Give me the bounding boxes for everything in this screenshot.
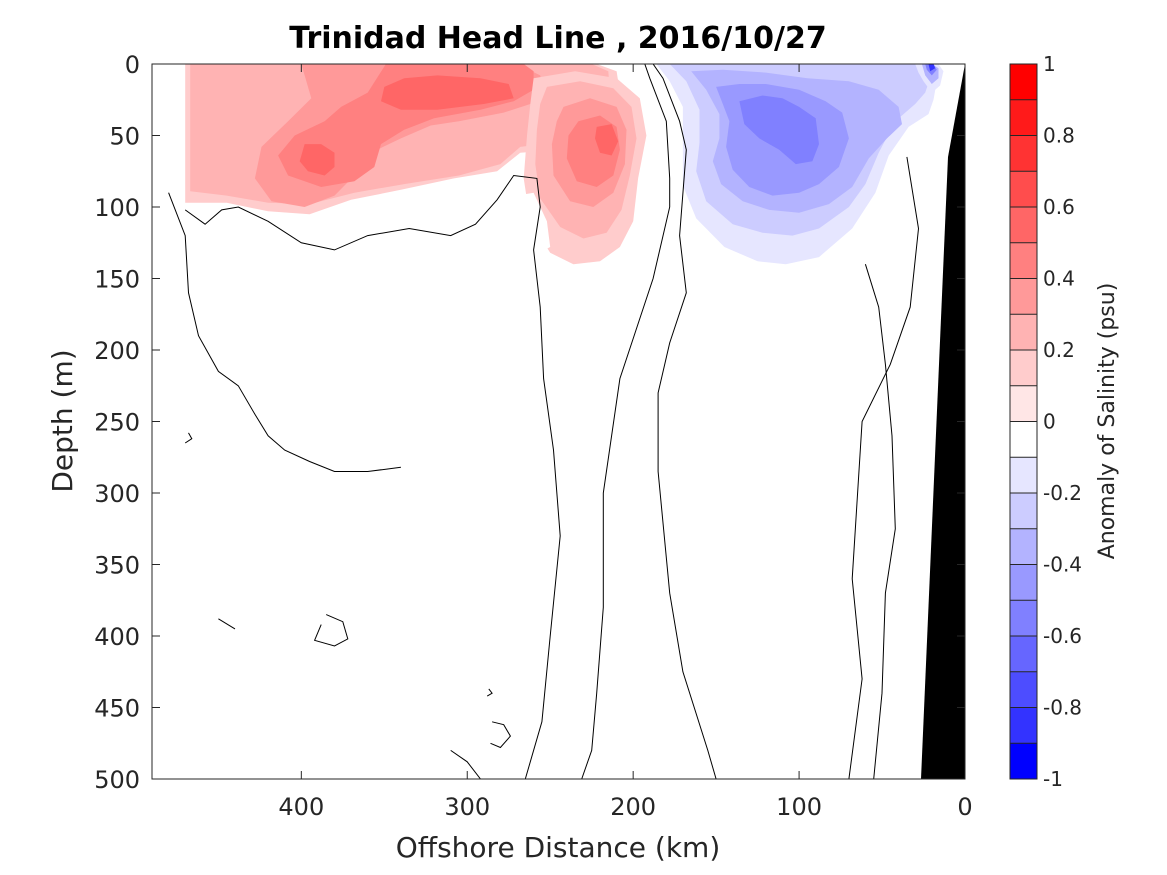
y-tick-label: 500 xyxy=(94,766,140,794)
contour-region xyxy=(201,244,265,305)
zero-contour-line xyxy=(864,264,896,779)
colorbar-swatch xyxy=(1010,600,1037,637)
contour-region xyxy=(381,75,514,110)
zero-contour-line xyxy=(450,749,481,779)
zero-contour-line xyxy=(184,432,193,444)
contour-region xyxy=(299,144,335,176)
colorbar-tick-label: -0.8 xyxy=(1043,696,1082,720)
zero-contour-line xyxy=(184,174,561,779)
x-tick-label: 200 xyxy=(610,793,656,821)
plot-area: 400 300 200 100 0 0 50 100 150 200 250 300 350 400 45… xyxy=(94,51,972,821)
colorbar-swatch xyxy=(1010,671,1037,708)
zero-contour-line xyxy=(581,64,671,779)
zero-contour-line xyxy=(848,156,920,779)
x-tick-label: 400 xyxy=(278,793,324,821)
y-tick-label: 0 xyxy=(125,51,140,79)
chart-title: Trinidad Head Line , 2016/10/27 xyxy=(289,21,826,56)
y-tick-label: 450 xyxy=(94,695,140,723)
colorbar-tick-label: -1 xyxy=(1043,767,1063,791)
x-axis-title: Offshore Distance (km) xyxy=(396,831,721,864)
colorbar-swatch xyxy=(1010,743,1037,780)
contour-region xyxy=(293,258,385,325)
colorbar-swatch xyxy=(1010,707,1037,744)
y-tick-label: 200 xyxy=(94,337,140,365)
y-tick-label: 400 xyxy=(94,623,140,651)
colorbar-tick-label: 0.2 xyxy=(1043,338,1075,362)
colorbar-tick-label: 0.6 xyxy=(1043,195,1075,219)
colorbar-swatch xyxy=(1010,636,1037,673)
y-tick-label: 100 xyxy=(94,194,140,222)
zero-contour-layer xyxy=(168,64,920,779)
colorbar-tick-label: 0 xyxy=(1043,410,1056,434)
colorbar-swatch xyxy=(1010,564,1037,601)
colorbar-tick-label: 0.8 xyxy=(1043,124,1075,148)
colorbar: 1 0.8 0.6 0.4 0.2 0 -0.2 -0.4 -0.6 -0.8 -1 xyxy=(1009,52,1082,791)
colorbar-swatch xyxy=(1010,493,1037,530)
colorbar-swatch xyxy=(1010,457,1037,494)
colorbar-swatch xyxy=(1010,421,1037,458)
colorbar-swatch xyxy=(1010,385,1037,422)
colorbar-swatch xyxy=(1010,64,1037,101)
colorbar-swatch xyxy=(1010,242,1037,279)
zero-contour-line xyxy=(486,688,493,697)
y-axis: 0 50 100 150 200 250 300 350 400 450 500 xyxy=(94,51,965,794)
y-tick-label: 50 xyxy=(109,123,140,151)
x-tick-label: 0 xyxy=(957,793,972,821)
colorbar-swatch xyxy=(1010,278,1037,315)
colorbar-tick-label: -0.4 xyxy=(1043,553,1082,577)
x-tick-label: 300 xyxy=(444,793,490,821)
contour-fill-layer xyxy=(185,64,946,325)
zero-contour-line xyxy=(490,721,512,749)
colorbar-swatch xyxy=(1010,350,1037,387)
x-axis: 400 300 200 100 0 xyxy=(278,64,973,821)
colorbar-tick-label: -0.6 xyxy=(1043,624,1082,648)
x-tick-label: 100 xyxy=(776,793,822,821)
contour-region xyxy=(595,124,619,156)
colorbar-swatch xyxy=(1010,171,1037,208)
contour-region xyxy=(928,64,936,72)
contour-region xyxy=(495,192,551,256)
colorbar-tick-label: 0.4 xyxy=(1043,267,1075,291)
zero-contour-line xyxy=(168,192,401,472)
y-tick-label: 150 xyxy=(94,266,140,294)
contour-region xyxy=(739,95,819,165)
y-tick-label: 300 xyxy=(94,480,140,508)
colorbar-swatch xyxy=(1010,99,1037,136)
y-tick-label: 250 xyxy=(94,409,140,437)
colorbar-tick-label: -0.2 xyxy=(1043,481,1082,505)
zero-contour-line xyxy=(652,64,717,779)
colorbar-swatch xyxy=(1010,528,1037,565)
bathymetry-land xyxy=(921,64,965,779)
y-axis-title: Depth (m) xyxy=(46,349,79,492)
zero-contour-line xyxy=(313,614,349,647)
colorbar-swatch xyxy=(1010,135,1037,172)
colorbar-tick-label: 1 xyxy=(1043,52,1056,76)
colorbar-title: Anomaly of Salinity (psu) xyxy=(1095,283,1120,560)
y-tick-label: 350 xyxy=(94,552,140,580)
colorbar-swatch xyxy=(1010,207,1037,244)
colorbar-swatch xyxy=(1010,314,1037,351)
zero-contour-line xyxy=(218,618,236,630)
